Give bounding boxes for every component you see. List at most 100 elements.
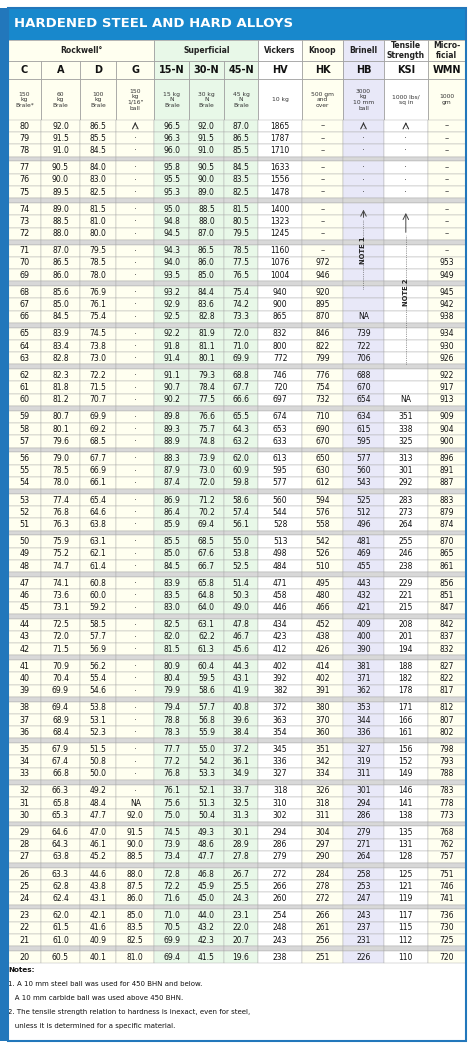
Bar [41,406,80,411]
Text: 47.7: 47.7 [90,811,107,820]
Text: A: A [57,65,64,75]
Text: 1710: 1710 [271,146,290,155]
Bar [384,660,428,673]
Bar [189,435,224,447]
Bar [224,880,258,893]
Bar [224,756,258,768]
Text: 61.0: 61.0 [52,936,69,944]
Text: ·: · [134,549,137,559]
Bar [224,743,258,756]
Text: ·: · [134,424,137,434]
Bar [384,951,428,963]
Bar [8,827,41,838]
Bar [189,240,224,244]
Bar [189,447,224,453]
Bar [428,684,466,697]
Text: 42.3: 42.3 [198,936,215,944]
Bar [41,530,80,536]
Bar [80,299,116,310]
Bar [384,365,428,369]
Bar [384,299,428,310]
Bar [189,198,224,203]
Text: 272: 272 [273,870,287,878]
Bar [302,257,343,269]
Text: 817: 817 [440,686,454,695]
Text: 81.5: 81.5 [164,645,180,654]
Text: 125: 125 [399,870,413,878]
Bar [41,119,80,132]
Text: 930: 930 [439,342,454,350]
Bar [343,602,384,614]
Bar [224,365,258,369]
Bar [258,281,302,286]
Bar [258,369,302,381]
Bar [41,215,80,227]
Text: 69.9: 69.9 [163,936,180,944]
Text: 72.8: 72.8 [164,870,180,878]
Text: 69.4: 69.4 [52,703,69,713]
Bar [384,880,428,893]
Bar [189,726,224,739]
Text: Notes:: Notes: [8,967,35,974]
Bar [116,506,155,519]
Bar [428,589,466,602]
Text: 91.8: 91.8 [164,342,180,350]
Text: 72: 72 [19,230,30,238]
Bar [302,756,343,768]
Bar [189,684,224,697]
Bar [8,323,41,328]
Bar [384,572,428,577]
Text: 82.3: 82.3 [52,371,69,379]
Text: 96.5: 96.5 [163,122,180,131]
Text: 802: 802 [440,727,454,737]
Bar [189,365,224,369]
Bar [384,643,428,655]
Bar [8,244,41,257]
Bar [343,673,384,684]
Text: 91.5: 91.5 [127,828,144,837]
Bar [189,864,224,868]
Bar [189,244,224,257]
Bar [8,643,41,655]
Text: 615: 615 [356,424,371,434]
Bar [155,880,189,893]
Bar [428,227,466,240]
Text: 81.0: 81.0 [90,217,106,226]
Text: 732: 732 [315,395,330,405]
Text: 74.5: 74.5 [90,329,107,339]
Bar [116,684,155,697]
Bar [8,822,41,827]
Bar [80,203,116,215]
Text: 783: 783 [439,786,454,795]
Bar [384,394,428,406]
Bar [8,519,41,530]
Bar [343,323,384,328]
Text: 722: 722 [356,342,371,350]
Text: 69.9: 69.9 [90,413,107,421]
Bar [258,798,302,809]
Text: 23: 23 [19,911,29,920]
Text: 76.1: 76.1 [164,786,180,795]
Bar [8,506,41,519]
Bar [41,227,80,240]
Bar [189,934,224,946]
Text: 736: 736 [439,911,454,920]
Bar [155,494,189,506]
Text: ·: · [134,769,137,779]
Text: 73.0: 73.0 [198,466,215,475]
Bar [155,618,189,631]
Text: 76.8: 76.8 [164,769,180,779]
Bar [224,602,258,614]
Bar [155,269,189,281]
Text: 70.2: 70.2 [198,508,215,517]
Text: ·: · [134,578,137,588]
Text: 301: 301 [356,786,371,795]
Text: 65.8: 65.8 [198,578,215,588]
Bar [8,494,41,506]
Bar [224,798,258,809]
Bar [384,589,428,602]
Bar [302,893,343,904]
Bar [428,780,466,785]
Bar [189,922,224,934]
Bar [343,697,384,702]
